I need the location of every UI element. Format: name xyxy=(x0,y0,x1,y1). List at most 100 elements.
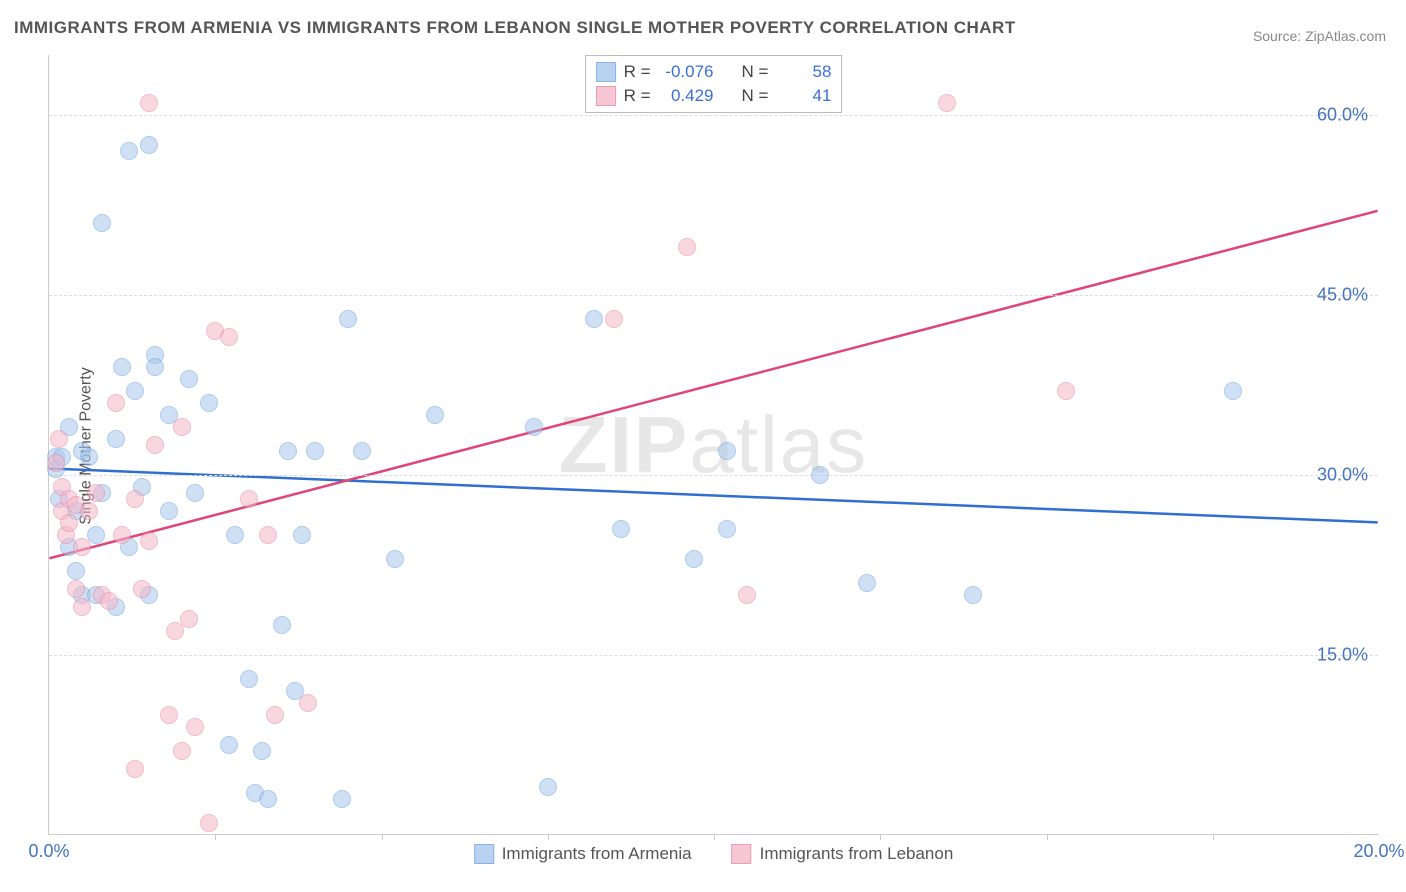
plot-area: ZIPatlas R = -0.076 N = 58 R = 0.429 N =… xyxy=(48,55,1378,835)
legend-label: Immigrants from Lebanon xyxy=(760,844,954,864)
gridline xyxy=(49,295,1378,296)
data-point xyxy=(140,94,158,112)
y-tick-label: 60.0% xyxy=(1317,105,1368,126)
data-point xyxy=(240,490,258,508)
r-label: R = xyxy=(624,86,651,106)
data-point xyxy=(339,310,357,328)
data-point xyxy=(160,706,178,724)
x-tick-mark xyxy=(215,834,216,840)
x-tick-label: 20.0% xyxy=(1353,841,1404,862)
data-point xyxy=(60,514,78,532)
data-point xyxy=(113,526,131,544)
gridline xyxy=(49,115,1378,116)
data-point xyxy=(678,238,696,256)
data-point xyxy=(685,550,703,568)
data-point xyxy=(1224,382,1242,400)
source-attribution: Source: ZipAtlas.com xyxy=(1253,28,1386,44)
x-tick-mark xyxy=(1213,834,1214,840)
trend-lines-layer xyxy=(49,55,1378,834)
legend-row-lebanon: R = 0.429 N = 41 xyxy=(596,84,832,108)
data-point xyxy=(126,760,144,778)
data-point xyxy=(259,790,277,808)
data-point xyxy=(259,526,277,544)
y-tick-label: 15.0% xyxy=(1317,645,1368,666)
data-point xyxy=(718,442,736,460)
data-point xyxy=(858,574,876,592)
data-point xyxy=(938,94,956,112)
x-tick-mark xyxy=(382,834,383,840)
gridline xyxy=(49,655,1378,656)
data-point xyxy=(67,580,85,598)
legend-item-armenia: Immigrants from Armenia xyxy=(474,844,692,864)
data-point xyxy=(73,598,91,616)
data-point xyxy=(120,142,138,160)
x-tick-mark xyxy=(714,834,715,840)
n-value: 58 xyxy=(776,62,831,82)
y-tick-label: 30.0% xyxy=(1317,465,1368,486)
n-value: 41 xyxy=(776,86,831,106)
data-point xyxy=(140,532,158,550)
data-point xyxy=(605,310,623,328)
data-point xyxy=(80,448,98,466)
data-point xyxy=(113,358,131,376)
series-legend: Immigrants from Armenia Immigrants from … xyxy=(474,844,954,864)
data-point xyxy=(180,370,198,388)
data-point xyxy=(220,328,238,346)
data-point xyxy=(126,382,144,400)
data-point xyxy=(226,526,244,544)
data-point xyxy=(293,526,311,544)
data-point xyxy=(539,778,557,796)
data-point xyxy=(200,394,218,412)
legend-item-lebanon: Immigrants from Lebanon xyxy=(732,844,954,864)
y-tick-label: 45.0% xyxy=(1317,285,1368,306)
data-point xyxy=(612,520,630,538)
correlation-legend: R = -0.076 N = 58 R = 0.429 N = 41 xyxy=(585,55,843,113)
data-point xyxy=(73,538,91,556)
data-point xyxy=(50,430,68,448)
data-point xyxy=(253,742,271,760)
data-point xyxy=(964,586,982,604)
x-tick-mark xyxy=(880,834,881,840)
data-point xyxy=(186,484,204,502)
data-point xyxy=(333,790,351,808)
r-value: 0.429 xyxy=(659,86,714,106)
data-point xyxy=(173,742,191,760)
x-tick-label: 0.0% xyxy=(28,841,69,862)
n-label: N = xyxy=(742,62,769,82)
n-label: N = xyxy=(742,86,769,106)
legend-row-armenia: R = -0.076 N = 58 xyxy=(596,60,832,84)
data-point xyxy=(47,454,65,472)
data-point xyxy=(126,490,144,508)
data-point xyxy=(279,442,297,460)
legend-swatch-icon xyxy=(596,62,616,82)
data-point xyxy=(146,358,164,376)
data-point xyxy=(1057,382,1075,400)
r-value: -0.076 xyxy=(659,62,714,82)
data-point xyxy=(240,670,258,688)
data-point xyxy=(173,418,191,436)
legend-label: Immigrants from Armenia xyxy=(502,844,692,864)
data-point xyxy=(87,484,105,502)
data-point xyxy=(200,814,218,832)
legend-swatch-icon xyxy=(596,86,616,106)
data-point xyxy=(186,718,204,736)
data-point xyxy=(107,430,125,448)
data-point xyxy=(146,436,164,454)
data-point xyxy=(266,706,284,724)
data-point xyxy=(133,580,151,598)
data-point xyxy=(386,550,404,568)
data-point xyxy=(67,562,85,580)
data-point xyxy=(107,394,125,412)
chart-title: IMMIGRANTS FROM ARMENIA VS IMMIGRANTS FR… xyxy=(14,18,1016,38)
data-point xyxy=(180,610,198,628)
x-tick-mark xyxy=(548,834,549,840)
data-point xyxy=(718,520,736,538)
data-point xyxy=(426,406,444,424)
data-point xyxy=(140,136,158,154)
data-point xyxy=(160,502,178,520)
data-point xyxy=(306,442,324,460)
data-point xyxy=(93,214,111,232)
x-tick-mark xyxy=(1047,834,1048,840)
chart-container: IMMIGRANTS FROM ARMENIA VS IMMIGRANTS FR… xyxy=(0,0,1406,892)
data-point xyxy=(273,616,291,634)
